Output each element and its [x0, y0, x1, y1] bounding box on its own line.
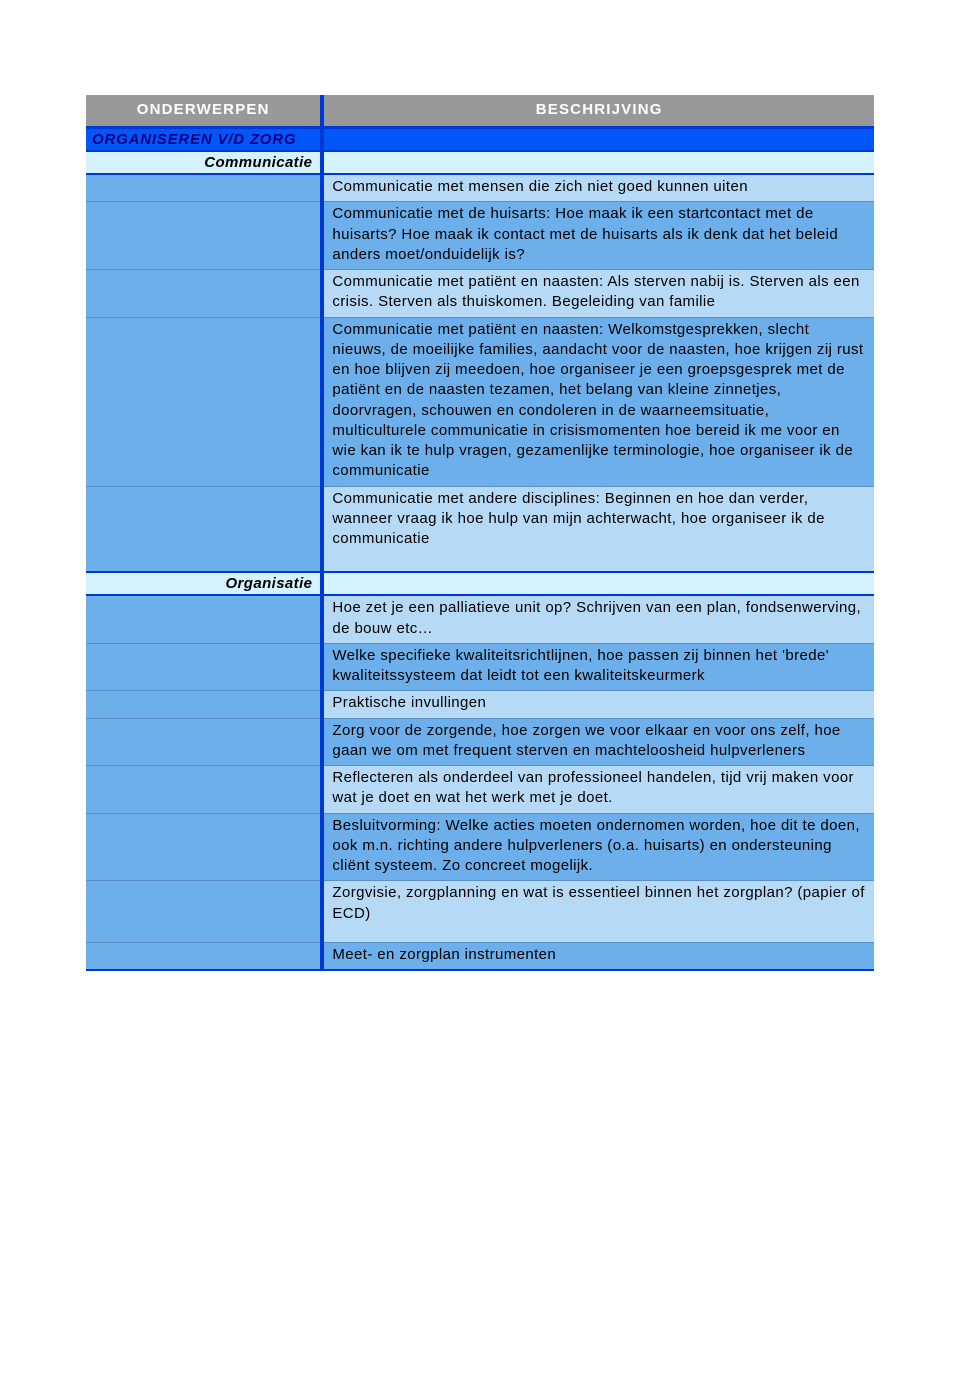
table-row: Communicatie met patiënt en naasten: Wel… [86, 317, 874, 486]
cell-text: Communicatie met patiënt en naasten: Wel… [322, 317, 874, 486]
header-beschrijving: BESCHRIJVING [322, 95, 874, 128]
table-row: Meet- en zorgplan instrumenten [86, 942, 874, 970]
cell-text: Communicatie met patiënt en naasten: Als… [322, 270, 874, 318]
cell-text: Meet- en zorgplan instrumenten [322, 942, 874, 970]
cell-text: Hoe zet je een palliatieve unit op? Schr… [322, 595, 874, 643]
cell-text: Communicatie met de huisarts: Hoe maak i… [322, 202, 874, 270]
header-onderwerpen: ONDERWERPEN [86, 95, 322, 128]
cell-text: Praktische invullingen [322, 691, 874, 718]
table-row: Zorg voor de zorgende, hoe zorgen we voo… [86, 718, 874, 766]
table-row: Communicatie met mensen die zich niet go… [86, 174, 874, 202]
cell-text: Communicatie met mensen die zich niet go… [322, 174, 874, 202]
subhead-organisatie: Organisatie [86, 572, 874, 595]
table-header-row: ONDERWERPEN BESCHRIJVING [86, 95, 874, 128]
table-row: Communicatie met patiënt en naasten: Als… [86, 270, 874, 318]
section-row: ORGANISEREN V/D ZORG [86, 128, 874, 152]
cell-text: Zorgvisie, zorgplanning en wat is essent… [322, 881, 874, 943]
subhead-label: Organisatie [86, 572, 322, 595]
table-row: Reflecteren als onderdeel van profession… [86, 766, 874, 814]
table-row: Hoe zet je een palliatieve unit op? Schr… [86, 595, 874, 643]
subhead-communicatie: Communicatie [86, 151, 874, 174]
section-label: ORGANISEREN V/D ZORG [86, 128, 322, 152]
table-row: Communicatie met andere disciplines: Beg… [86, 486, 874, 572]
table-row: Communicatie met de huisarts: Hoe maak i… [86, 202, 874, 270]
topics-table: ONDERWERPEN BESCHRIJVING ORGANISEREN V/D… [86, 95, 874, 971]
table-row: Zorgvisie, zorgplanning en wat is essent… [86, 881, 874, 943]
cell-text: Zorg voor de zorgende, hoe zorgen we voo… [322, 718, 874, 766]
table-row: Praktische invullingen [86, 691, 874, 718]
subhead-label: Communicatie [86, 151, 322, 174]
cell-text: Communicatie met andere disciplines: Beg… [322, 486, 874, 572]
table-row: Besluitvorming: Welke acties moeten onde… [86, 813, 874, 881]
cell-text: Reflecteren als onderdeel van profession… [322, 766, 874, 814]
cell-text: Welke specifieke kwaliteitsrichtlijnen, … [322, 643, 874, 691]
table-row: Welke specifieke kwaliteitsrichtlijnen, … [86, 643, 874, 691]
cell-text: Besluitvorming: Welke acties moeten onde… [322, 813, 874, 881]
